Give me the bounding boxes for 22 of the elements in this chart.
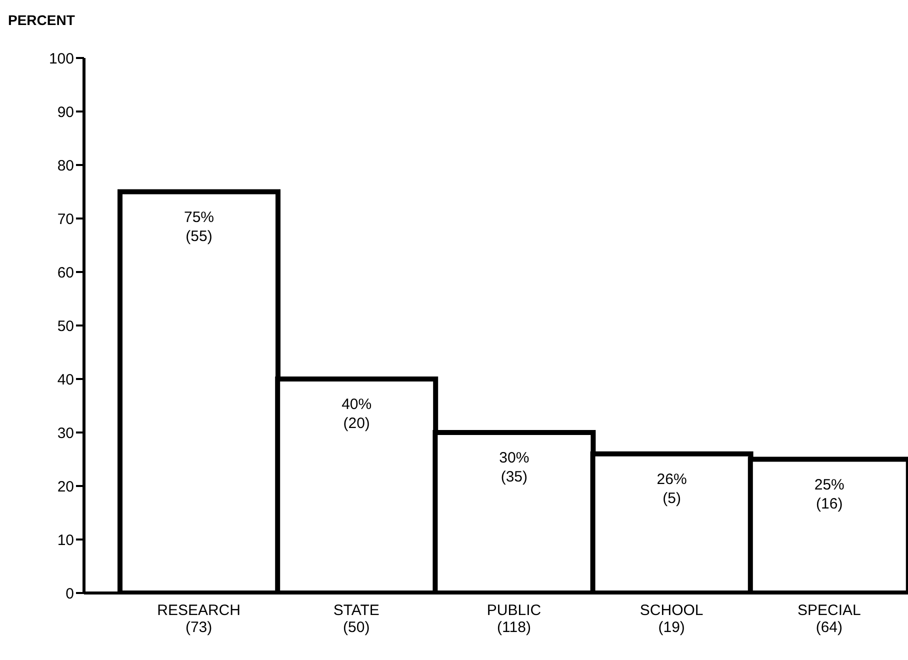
y-tick-label: 40 xyxy=(57,371,74,388)
data-label: 25% (16) xyxy=(814,476,844,512)
y-tick-label: 90 xyxy=(57,104,74,121)
y-tick-label: 10 xyxy=(57,532,74,549)
x-tick-label: SPECIAL (64) xyxy=(798,602,861,636)
data-label: 75% (55) xyxy=(184,208,214,245)
data-label: 30% (35) xyxy=(499,450,530,486)
y-tick-label: 30 xyxy=(57,424,74,442)
data-label: 26% (5) xyxy=(656,470,687,507)
x-tick-label: PUBLIC (118) xyxy=(486,602,542,636)
x-tick-label: SCHOOL (19) xyxy=(640,602,704,636)
x-tick-label: STATE (50) xyxy=(333,602,380,636)
x-tick-label: RESEARCH (73) xyxy=(157,602,240,636)
y-tick-label: 60 xyxy=(57,264,74,282)
y-tick-label: 100 xyxy=(48,50,74,68)
data-label: 40% (20) xyxy=(342,396,372,432)
y-tick-label: 20 xyxy=(57,478,74,496)
y-tick-label: 50 xyxy=(57,318,74,335)
y-tick-label: 70 xyxy=(57,210,74,228)
y-axis-title: PERCENT xyxy=(8,12,75,28)
y-tick-label: 80 xyxy=(57,157,74,174)
y-tick-label: 0 xyxy=(66,585,74,602)
